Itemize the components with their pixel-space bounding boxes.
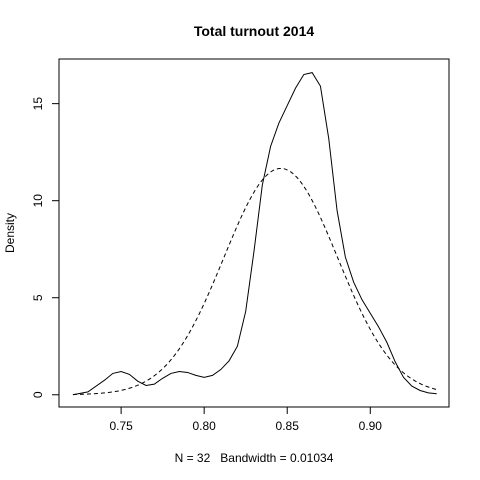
x-axis: 0.75 0.80 0.85 0.90 (109, 406, 383, 433)
x-axis-label: N = 32 Bandwidth = 0.01034 (175, 451, 334, 465)
series-layer (72, 72, 437, 396)
y-tick-label: 0 (31, 391, 45, 398)
x-tick-label: 0.85 (276, 419, 300, 433)
plot-frame (58, 58, 450, 408)
y-axis: 0 5 10 15 (31, 97, 60, 398)
normal-density-curve (72, 167, 437, 395)
y-tick-label: 5 (31, 294, 45, 301)
x-tick-label: 0.90 (359, 419, 383, 433)
kernel-density-curve (72, 72, 437, 396)
y-axis-label: Density (3, 213, 17, 253)
chart-title: Total turnout 2014 (194, 23, 315, 39)
x-tick-label: 0.75 (109, 419, 133, 433)
x-tick-label: 0.80 (192, 419, 216, 433)
y-tick-label: 15 (31, 97, 45, 111)
y-tick-label: 10 (31, 194, 45, 208)
